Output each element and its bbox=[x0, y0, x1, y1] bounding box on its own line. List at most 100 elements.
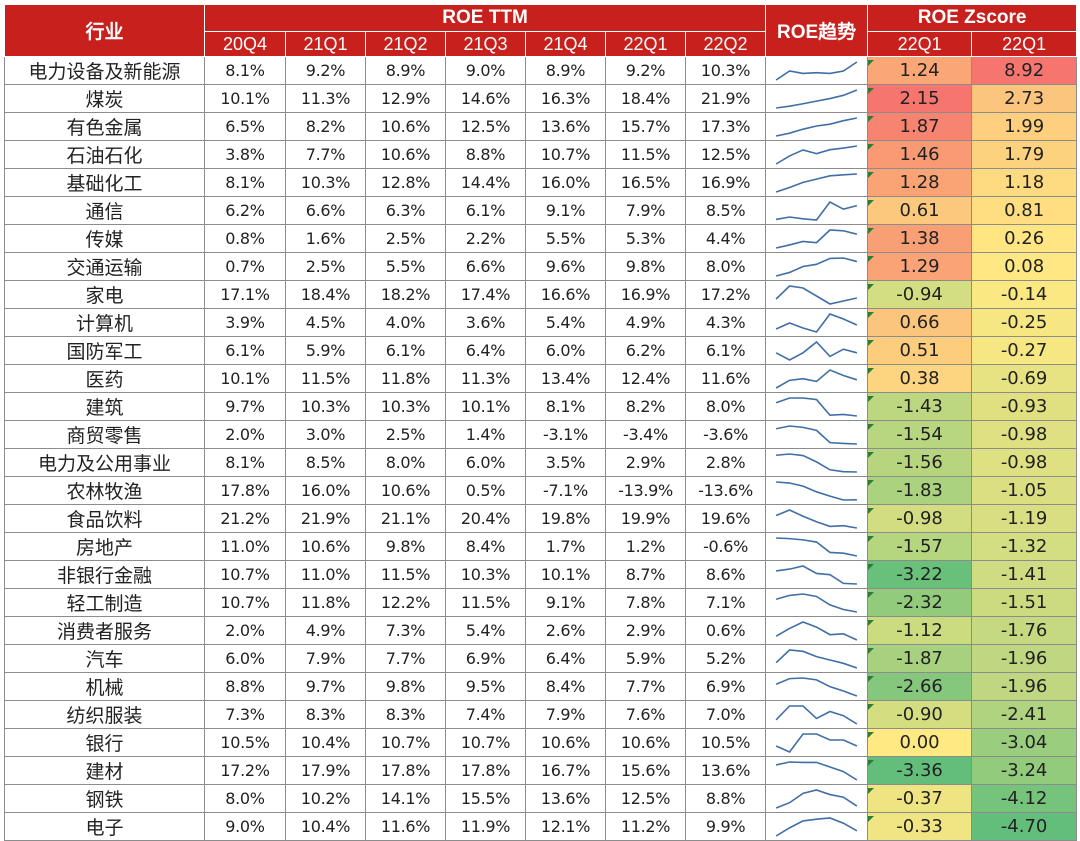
roe-value: 9.0% bbox=[445, 56, 526, 85]
roe-value: 7.7% bbox=[365, 644, 446, 673]
roe-trend-sparkline bbox=[765, 672, 869, 701]
zscore-value: -0.27 bbox=[971, 336, 1078, 365]
cell-marker-icon bbox=[868, 648, 875, 654]
zscore-value: -1.87 bbox=[867, 644, 973, 673]
zscore-value: -1.43 bbox=[867, 392, 973, 421]
roe-value: 10.2% bbox=[285, 784, 366, 813]
roe-value: 6.1% bbox=[445, 196, 526, 225]
roe-value: 4.5% bbox=[285, 308, 366, 337]
cell-marker-icon bbox=[868, 396, 875, 402]
roe-value: 10.1% bbox=[525, 560, 606, 589]
table-row: 电子 9.0% 10.4% 11.6% 11.9% 12.1% 11.2% 9.9% -0.33… bbox=[4, 812, 1078, 841]
table-row: 轻工制造 10.7% 11.8% 12.2% 11.5% 9.1% 7.8% 7.1% -2.3… bbox=[4, 588, 1078, 617]
table-row: 煤炭 10.1% 11.3% 12.9% 14.6% 16.3% 18.4% 21.9% 2.1… bbox=[4, 84, 1078, 113]
roe-value: 15.6% bbox=[605, 756, 686, 785]
roe-value: 6.0% bbox=[525, 336, 606, 365]
table-row: 农林牧渔 17.8% 16.0% 10.6% 0.5% -7.1% -13.9% -13.6%… bbox=[4, 476, 1078, 505]
zscore-text: 1.87 bbox=[899, 116, 940, 137]
roe-value: 4.3% bbox=[684, 308, 767, 337]
roe-value: 10.6% bbox=[605, 728, 686, 757]
roe-trend-sparkline bbox=[765, 84, 869, 113]
roe-value: 6.4% bbox=[525, 644, 606, 673]
cell-marker-icon bbox=[868, 144, 875, 150]
industry-name: 房地产 bbox=[4, 532, 205, 561]
zscore-value: 1.24 bbox=[867, 56, 973, 85]
zscore-cell: -0.98 bbox=[868, 508, 971, 529]
roe-value: 5.4% bbox=[525, 308, 606, 337]
roe-value: 9.6% bbox=[525, 252, 606, 281]
cell-marker-icon bbox=[868, 676, 875, 682]
industry-name: 电力及公用事业 bbox=[4, 448, 205, 477]
roe-value: 5.5% bbox=[365, 252, 446, 281]
industry-name: 交通运输 bbox=[4, 252, 205, 281]
sparkline-line bbox=[776, 818, 857, 836]
roe-trend-sparkline bbox=[765, 728, 869, 757]
roe-value: 4.4% bbox=[684, 224, 767, 253]
roe-value: 0.7% bbox=[204, 252, 286, 281]
roe-value: 6.3% bbox=[365, 196, 446, 225]
industry-name: 传媒 bbox=[4, 224, 205, 253]
sparkline-line bbox=[776, 454, 857, 472]
zscore-value: -2.32 bbox=[867, 588, 973, 617]
zscore-value: -1.57 bbox=[867, 532, 973, 561]
roe-trend-sparkline bbox=[765, 168, 869, 197]
sparkline-line bbox=[776, 594, 857, 612]
cell-marker-icon bbox=[868, 116, 875, 122]
roe-value: 8.3% bbox=[285, 700, 366, 729]
zscore-cell: -0.90 bbox=[868, 704, 971, 725]
industry-name: 消费者服务 bbox=[4, 616, 205, 645]
roe-value: 11.5% bbox=[365, 560, 446, 589]
roe-trend-sparkline bbox=[765, 504, 869, 533]
roe-value: 11.5% bbox=[605, 140, 686, 169]
roe-value: 7.4% bbox=[445, 700, 526, 729]
roe-value: 2.5% bbox=[285, 252, 366, 281]
roe-value: 11.6% bbox=[684, 364, 767, 393]
sparkline-chart bbox=[766, 619, 867, 643]
sparkline-line bbox=[776, 398, 857, 416]
roe-value: 6.1% bbox=[365, 336, 446, 365]
cell-marker-icon bbox=[868, 508, 875, 514]
zscore-value: -4.12 bbox=[971, 784, 1078, 813]
sparkline-line bbox=[776, 482, 857, 500]
roe-value: 11.9% bbox=[445, 812, 526, 841]
roe-value: 10.1% bbox=[204, 84, 286, 113]
roe-trend-sparkline bbox=[765, 280, 869, 309]
zscore-cell: 0.51 bbox=[868, 340, 971, 361]
roe-trend-sparkline bbox=[765, 756, 869, 785]
roe-value: 8.1% bbox=[525, 392, 606, 421]
industry-name: 电力设备及新能源 bbox=[4, 56, 205, 85]
roe-value: 19.9% bbox=[605, 504, 686, 533]
roe-trend-sparkline bbox=[765, 476, 869, 505]
cell-marker-icon bbox=[868, 760, 875, 766]
roe-value: 9.7% bbox=[204, 392, 286, 421]
roe-trend-sparkline bbox=[765, 224, 869, 253]
zscore-cell: -0.94 bbox=[868, 284, 971, 305]
roe-value: 16.3% bbox=[525, 84, 606, 113]
sparkline-chart bbox=[766, 731, 867, 755]
zscore-cell: -1.56 bbox=[868, 452, 971, 473]
cell-marker-icon bbox=[868, 312, 875, 318]
zscore-value: -0.98 bbox=[971, 448, 1078, 477]
zscore-value: -0.14 bbox=[971, 280, 1078, 309]
roe-trend-sparkline bbox=[765, 784, 869, 813]
roe-trend-sparkline bbox=[765, 308, 869, 337]
zscore-text: 1.24 bbox=[899, 60, 940, 81]
roe-value: 10.1% bbox=[204, 364, 286, 393]
roe-value: 10.5% bbox=[204, 728, 286, 757]
sparkline-line bbox=[776, 678, 857, 696]
roe-value: -3.6% bbox=[684, 420, 767, 449]
cell-marker-icon bbox=[868, 704, 875, 710]
zscore-cell: 1.29 bbox=[868, 256, 971, 277]
roe-value: 8.9% bbox=[525, 56, 606, 85]
table-row: 家电 17.1% 18.4% 18.2% 17.4% 16.6% 16.9% 17.2% -0.… bbox=[4, 280, 1078, 309]
roe-value: 9.8% bbox=[365, 672, 446, 701]
zscore-cell: 1.87 bbox=[868, 116, 971, 137]
zscore-text: 1.29 bbox=[899, 256, 940, 277]
cell-marker-icon bbox=[868, 480, 875, 486]
sparkline-line bbox=[776, 370, 857, 388]
roe-trend-sparkline bbox=[765, 252, 869, 281]
roe-value: 12.2% bbox=[365, 588, 446, 617]
sparkline-chart bbox=[766, 703, 867, 727]
roe-value: 11.5% bbox=[285, 364, 366, 393]
roe-trend-sparkline bbox=[765, 364, 869, 393]
